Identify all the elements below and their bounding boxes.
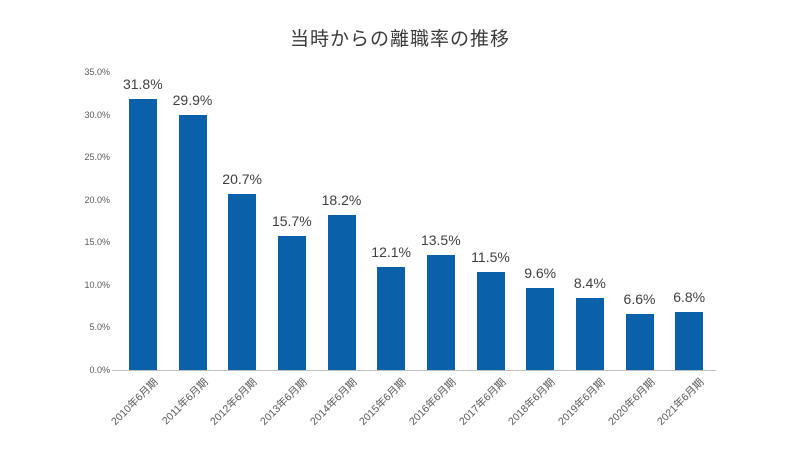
x-tick-label: 2012年6月期 <box>208 376 260 428</box>
bar-value-label: 11.5% <box>471 249 510 266</box>
bar <box>426 255 455 370</box>
bar <box>575 298 604 370</box>
bar <box>228 193 257 370</box>
bar-value-label: 31.8% <box>122 76 163 93</box>
x-tick-label: 2020年6月期 <box>605 376 658 428</box>
bar-value-label: 15.7% <box>271 213 312 230</box>
bar-value-label: 6.6% <box>623 290 656 307</box>
bar <box>178 115 207 370</box>
bar <box>277 236 306 370</box>
bar-value-label: 8.4% <box>573 275 606 292</box>
bar-value-label: 29.9% <box>172 92 213 109</box>
bar <box>526 288 555 370</box>
x-tick-label: 2021年6月期 <box>655 376 707 428</box>
y-tick-label: 15.0% <box>84 237 110 248</box>
bar-value-label: 13.5% <box>420 232 461 249</box>
x-tick-label: 2015年6月期 <box>357 376 409 428</box>
x-tick-label: 2010年6月期 <box>109 376 161 428</box>
bar <box>625 313 654 370</box>
x-tick-label: 2014年6月期 <box>307 376 360 428</box>
bar-value-label: 20.7% <box>222 170 262 187</box>
bar <box>675 312 704 370</box>
bar-value-label: 12.1% <box>371 243 411 260</box>
bar <box>327 215 356 370</box>
bar-value-label: 9.6% <box>524 265 557 282</box>
chart-title: 当時からの離職率の推移 <box>289 29 510 50</box>
x-tick-label: 2018年6月期 <box>506 376 558 428</box>
y-tick-label: 20.0% <box>84 194 110 205</box>
y-tick-label: 35.0% <box>84 67 110 77</box>
x-axis-line <box>112 370 716 371</box>
bar <box>476 272 505 370</box>
x-tick-label: 2019年6月期 <box>556 376 608 428</box>
x-tick-label: 2017年6月期 <box>456 376 509 428</box>
bar <box>128 99 157 370</box>
bar <box>377 266 406 370</box>
y-tick-label: 25.0% <box>84 152 110 163</box>
x-tick-label: 2016年6月期 <box>407 376 459 428</box>
y-tick-label: 5.0% <box>89 322 110 333</box>
bar-value-label: 6.8% <box>673 289 706 306</box>
y-tick-label: 30.0% <box>84 109 110 120</box>
x-tick-label: 2013年6月期 <box>258 376 310 428</box>
x-tick-label: 2011年6月期 <box>159 376 211 428</box>
y-tick-label: 0.0% <box>89 365 110 375</box>
bar-value-label: 18.2% <box>321 192 362 209</box>
y-tick-label: 10.0% <box>84 279 110 290</box>
